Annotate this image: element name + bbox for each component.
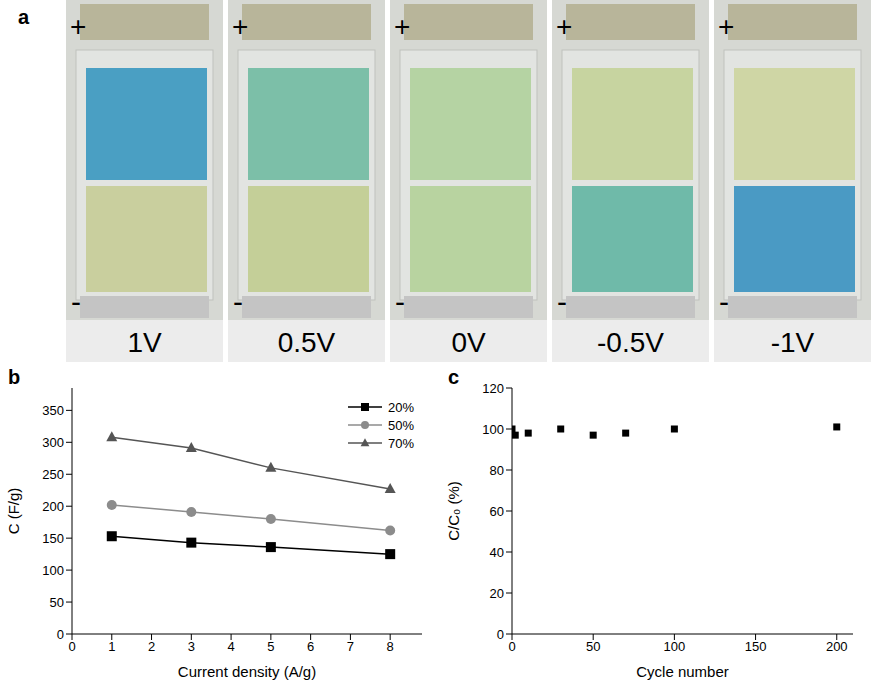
svg-text:2: 2 bbox=[148, 639, 155, 654]
svg-text:100: 100 bbox=[42, 563, 64, 578]
html-text:c: c bbox=[448, 366, 460, 388]
svg-text:+: + bbox=[394, 11, 410, 42]
svg-text:-: - bbox=[719, 285, 729, 318]
svg-text:5: 5 bbox=[267, 639, 274, 654]
svg-text:200: 200 bbox=[42, 499, 64, 514]
svg-text:C/C₀ (%): C/C₀ (%) bbox=[445, 481, 462, 541]
svg-text:100: 100 bbox=[664, 639, 686, 654]
svg-text:-0.5V: -0.5V bbox=[597, 327, 664, 358]
svg-text:50: 50 bbox=[586, 639, 600, 654]
svg-text:-1V: -1V bbox=[771, 327, 815, 358]
svg-text:20: 20 bbox=[490, 586, 504, 601]
svg-text:0: 0 bbox=[68, 639, 75, 654]
svg-text:+: + bbox=[556, 11, 572, 42]
html-text:70%: 70% bbox=[388, 435, 414, 451]
svg-text:50: 50 bbox=[50, 595, 64, 610]
svg-text:0: 0 bbox=[497, 627, 504, 642]
svg-text:200: 200 bbox=[826, 639, 848, 654]
svg-text:1: 1 bbox=[108, 639, 115, 654]
svg-text:0V: 0V bbox=[451, 327, 486, 358]
svg-text:350: 350 bbox=[42, 403, 64, 418]
html-text:b: b bbox=[8, 366, 21, 388]
svg-text:Current density (A/g): Current density (A/g) bbox=[178, 663, 316, 680]
svg-text:-: - bbox=[71, 285, 81, 318]
svg-text:7: 7 bbox=[347, 639, 354, 654]
svg-text:-: - bbox=[395, 285, 405, 318]
svg-text:3: 3 bbox=[188, 639, 195, 654]
svg-text:C (F/g): C (F/g) bbox=[5, 488, 22, 535]
svg-text:300: 300 bbox=[42, 435, 64, 450]
svg-text:60: 60 bbox=[490, 504, 504, 519]
svg-text:+: + bbox=[70, 11, 86, 42]
svg-text:100: 100 bbox=[482, 422, 504, 437]
html-text:50%: 50% bbox=[388, 417, 414, 433]
svg-text:-: - bbox=[233, 285, 243, 318]
svg-text:0.5V: 0.5V bbox=[278, 327, 336, 358]
svg-text:0: 0 bbox=[508, 639, 515, 654]
svg-text:250: 250 bbox=[42, 467, 64, 482]
svg-text:40: 40 bbox=[490, 545, 504, 560]
svg-text:150: 150 bbox=[745, 639, 767, 654]
svg-text:+: + bbox=[718, 11, 734, 42]
svg-text:4: 4 bbox=[227, 639, 234, 654]
svg-text:6: 6 bbox=[307, 639, 314, 654]
svg-text:+: + bbox=[232, 11, 248, 42]
svg-text:-: - bbox=[557, 285, 567, 318]
svg-text:1V: 1V bbox=[127, 327, 162, 358]
svg-text:150: 150 bbox=[42, 531, 64, 546]
svg-text:80: 80 bbox=[490, 463, 504, 478]
svg-text:120: 120 bbox=[482, 381, 504, 396]
svg-text:8: 8 bbox=[387, 639, 394, 654]
svg-text:Cycle number: Cycle number bbox=[636, 663, 729, 680]
svg-text:a: a bbox=[18, 6, 30, 28]
svg-text:0: 0 bbox=[57, 627, 64, 642]
html-text:20%: 20% bbox=[388, 399, 414, 415]
